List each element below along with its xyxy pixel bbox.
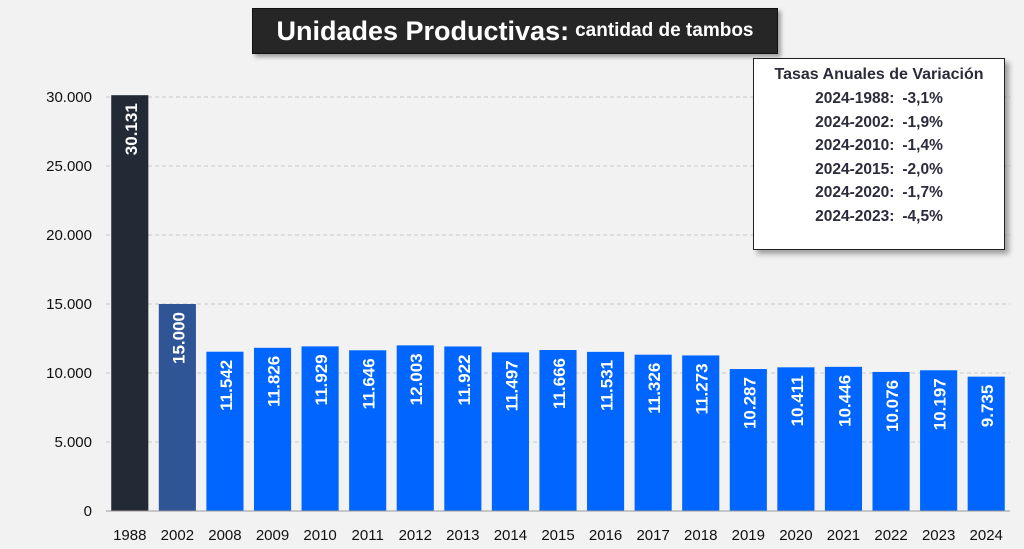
data-label: 11.826 xyxy=(265,356,284,407)
y-tick-label: 10.000 xyxy=(46,365,92,382)
bar xyxy=(729,369,767,511)
rate-period: 2024-2023: xyxy=(815,207,895,225)
rate-value: -4,5% xyxy=(902,207,943,225)
x-tick-label: 2011 xyxy=(352,527,384,544)
chart-subtitle: cantidad de tambos xyxy=(575,20,754,41)
rates-title: Tasas Anuales de Variación xyxy=(774,66,984,83)
y-tick-label: 30.000 xyxy=(46,89,92,106)
rate-value: -2,0% xyxy=(902,160,943,178)
bar xyxy=(824,366,863,511)
x-tick-label: 2014 xyxy=(494,527,527,544)
data-label: 12.003 xyxy=(407,353,426,405)
bar xyxy=(301,346,339,511)
bar xyxy=(920,370,958,511)
rate-row: 2024-2010: -1,4% xyxy=(754,134,1004,158)
data-label: 11.922 xyxy=(455,354,474,405)
x-tick-label: 2017 xyxy=(636,527,669,544)
x-tick-label: 2024 xyxy=(970,527,1003,544)
bar xyxy=(253,347,292,511)
bar xyxy=(396,345,434,511)
rate-row: 2024-2023: -4,5% xyxy=(754,205,1004,229)
rate-value: -3,1% xyxy=(902,90,943,107)
data-label: 10.446 xyxy=(835,375,854,427)
data-label: 11.929 xyxy=(312,354,331,405)
data-label: 11.646 xyxy=(360,358,379,409)
data-label: 30.131 xyxy=(122,103,141,155)
rate-period: 2024-2010: xyxy=(815,137,895,154)
rate-row: 2024-2020: -1,7% xyxy=(754,181,1004,205)
y-tick-label: 5.000 xyxy=(54,434,92,451)
bar xyxy=(587,351,625,511)
x-tick-label: 1988 xyxy=(113,527,146,544)
x-tick-label: 2022 xyxy=(874,527,907,544)
data-label: 11.273 xyxy=(693,363,712,414)
rate-row: 2024-2015: -2,0% xyxy=(754,158,1004,182)
data-label: 11.497 xyxy=(502,360,521,411)
data-label: 10.287 xyxy=(740,377,759,429)
data-label: 10.197 xyxy=(931,378,950,430)
chart-title: Unidades Productivas: xyxy=(276,15,570,46)
rate-value: -1,4% xyxy=(902,137,943,154)
rate-period: 2024-2002: xyxy=(815,113,895,131)
rate-period: 2024-1988: xyxy=(815,90,895,107)
rate-period: 2024-2020: xyxy=(815,184,895,201)
rate-value: -1,7% xyxy=(902,184,943,201)
x-tick-label: 2019 xyxy=(732,527,765,544)
bar xyxy=(206,351,244,511)
y-tick-label: 20.000 xyxy=(46,227,92,244)
x-tick-label: 2010 xyxy=(303,527,336,544)
x-tick-label: 2023 xyxy=(922,527,955,544)
bar xyxy=(158,304,196,511)
rate-period: 2024-2015: xyxy=(815,160,895,178)
bar xyxy=(349,350,387,511)
x-tick-label: 2018 xyxy=(684,527,717,544)
x-tick-label: 2016 xyxy=(589,527,622,544)
data-label: 11.666 xyxy=(550,358,569,409)
rate-row: 2024-1988: -3,1% xyxy=(754,87,1004,111)
y-tick-label: 15.000 xyxy=(46,296,92,313)
data-label: 11.542 xyxy=(217,360,236,411)
bar xyxy=(682,355,720,511)
x-tick-label: 2012 xyxy=(399,527,432,544)
x-tick-label: 2021 xyxy=(827,527,860,544)
x-tick-label: 2009 xyxy=(256,527,289,544)
data-label: 10.411 xyxy=(788,375,807,426)
y-axis-ticks: 0 5.000 10.000 15.000 20.000 25.000 30.000 xyxy=(46,89,92,520)
bar xyxy=(872,371,910,511)
x-tick-label: 2002 xyxy=(161,527,194,544)
bar xyxy=(539,350,577,511)
data-label: 9.735 xyxy=(978,385,997,428)
bar xyxy=(777,367,815,511)
rate-value: -1,9% xyxy=(902,113,943,131)
x-tick-label: 2008 xyxy=(208,527,241,544)
y-tick-label: 25.000 xyxy=(46,158,92,175)
bar xyxy=(967,376,1005,511)
annual-rates-box: Tasas Anuales de Variación 2024-1988: -3,… xyxy=(753,58,1005,250)
chart-title-box: Unidades Productivas: cantidad de tambos xyxy=(252,8,778,54)
bar xyxy=(111,95,149,511)
data-label: 15.000 xyxy=(169,312,188,364)
x-tick-label: 2013 xyxy=(446,527,479,544)
bars: 30.131 15.000 11.542 11.826 11.929 11.646 12.0… xyxy=(111,95,1005,511)
y-tick-label: 0 xyxy=(84,503,92,520)
x-axis-ticks: 1988 2002 2008 2009 2010 2011 2012 2013 2014 2015… xyxy=(113,527,1003,544)
data-label: 11.531 xyxy=(598,360,617,411)
data-label: 10.076 xyxy=(883,380,902,432)
x-tick-label: 2020 xyxy=(779,527,812,544)
bar xyxy=(634,354,672,511)
data-label: 11.326 xyxy=(645,363,664,414)
bar xyxy=(491,352,529,511)
x-tick-label: 2015 xyxy=(541,527,574,544)
rate-row: 2024-2002: -1,9% xyxy=(754,111,1004,135)
bar xyxy=(444,346,482,511)
